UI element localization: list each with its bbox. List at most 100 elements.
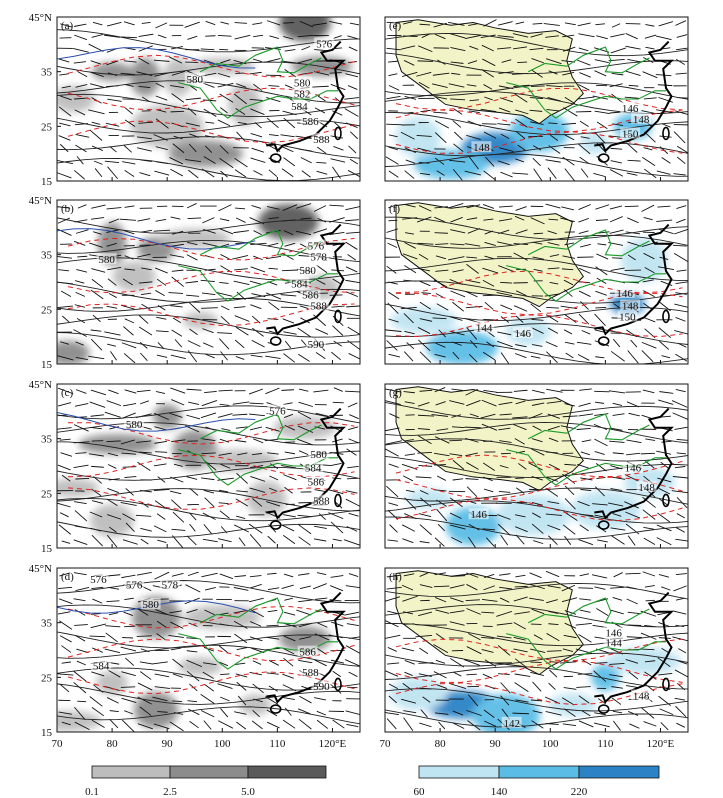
colorbar-label: 2.5 bbox=[163, 786, 177, 798]
shade-cell bbox=[57, 478, 100, 498]
shade-cell bbox=[389, 677, 447, 711]
panel-frame bbox=[384, 199, 689, 365]
x-tick-label: 110 bbox=[597, 738, 614, 750]
tibetan-plateau-mask bbox=[395, 19, 584, 125]
contour-label: 588 bbox=[313, 134, 330, 146]
contour-label: 146 bbox=[622, 103, 639, 115]
x-tick-label: 110 bbox=[269, 738, 286, 750]
colorbar-label: 60 bbox=[414, 786, 426, 798]
shade-cell bbox=[112, 261, 156, 292]
shade-cell bbox=[57, 710, 102, 732]
colorbar-segment bbox=[498, 765, 580, 779]
shade-cell bbox=[509, 111, 569, 152]
contour-label: 576 bbox=[308, 240, 325, 252]
colorbar-right: 60 140 220 bbox=[414, 765, 660, 798]
panel-frame bbox=[56, 383, 361, 549]
panel-label: (e) bbox=[389, 20, 402, 32]
shade-cell bbox=[570, 490, 641, 530]
y-tick-label: 35 bbox=[41, 618, 53, 630]
colorbar-segment bbox=[91, 765, 171, 779]
y-tick-label: 35 bbox=[41, 434, 53, 446]
contour-label: 576 bbox=[126, 579, 143, 591]
shade-cell bbox=[78, 434, 157, 455]
shade-cell bbox=[239, 694, 272, 716]
contour-label: 146 bbox=[470, 509, 487, 521]
y-tick-label: 15 bbox=[41, 359, 53, 371]
contour-label: 150 bbox=[622, 129, 639, 141]
panel-frame bbox=[56, 567, 361, 733]
colorbar-label: 0.1 bbox=[85, 786, 99, 798]
y-tick-label: 15 bbox=[41, 727, 53, 739]
contour-label: 146 bbox=[616, 288, 633, 300]
y-tick-label: 25 bbox=[41, 304, 53, 316]
shade-cell bbox=[129, 57, 161, 97]
shade-cell bbox=[591, 663, 620, 691]
shade-cell bbox=[163, 57, 194, 97]
x-tick-label: 70 bbox=[380, 738, 392, 750]
coastline bbox=[266, 40, 346, 153]
contour-label: 146 bbox=[514, 328, 531, 340]
shade-cell bbox=[182, 311, 219, 329]
shade-cell bbox=[168, 140, 244, 168]
y-tick-label: 35 bbox=[41, 250, 53, 262]
contour-label: 148 bbox=[622, 301, 639, 313]
contour-label: 144 bbox=[476, 322, 493, 334]
panel-g: 146 146 148 (g) bbox=[384, 383, 689, 549]
contour-label: 150 bbox=[619, 312, 636, 324]
shade-cell bbox=[258, 203, 319, 240]
contour-label: 586 bbox=[308, 476, 325, 488]
coastline bbox=[594, 223, 674, 336]
shade-cell bbox=[497, 494, 571, 536]
x-tick-label: 80 bbox=[435, 738, 447, 750]
contour-label: 146 bbox=[625, 463, 642, 475]
y-tick-label: 45°N bbox=[29, 563, 52, 575]
tibetan-plateau-mask bbox=[395, 570, 584, 676]
contour-label: 5?6 bbox=[316, 38, 332, 50]
contour-label: 580 bbox=[142, 599, 159, 611]
x-tick-label: 70 bbox=[52, 738, 64, 750]
contour-label: 580 bbox=[126, 419, 143, 431]
contour-label: 148 bbox=[633, 690, 650, 702]
contour-label: 580 bbox=[310, 449, 327, 461]
contour-label: 586 bbox=[302, 290, 319, 302]
y-tick-label: 15 bbox=[41, 176, 53, 188]
panel-frame bbox=[384, 567, 689, 733]
coastline bbox=[594, 40, 674, 153]
contour-label: 590 bbox=[308, 339, 325, 351]
contour-label: 578 bbox=[310, 251, 327, 263]
contour-label: 148 bbox=[473, 142, 490, 154]
shade-cell bbox=[472, 694, 541, 732]
contour-label: 144 bbox=[605, 637, 622, 649]
panel-label: (a) bbox=[61, 20, 74, 32]
coastline bbox=[594, 407, 674, 520]
colorbar-segment bbox=[169, 765, 249, 779]
contour-label: 584 bbox=[93, 660, 110, 672]
shade-cell bbox=[390, 307, 457, 334]
x-tick-label: 90 bbox=[162, 738, 174, 750]
panel-frame bbox=[56, 16, 361, 182]
contour-label: 580 bbox=[98, 254, 115, 266]
x-tick-label: 100 bbox=[214, 738, 231, 750]
shade-cell bbox=[279, 626, 331, 652]
contour-label: 584 bbox=[291, 279, 308, 291]
x-tick-label: 90 bbox=[490, 738, 502, 750]
contour-label: 576 bbox=[269, 405, 286, 417]
shade-cell bbox=[90, 504, 135, 538]
y-tick-label: 25 bbox=[41, 672, 53, 684]
y-tick-label: 35 bbox=[41, 67, 53, 79]
y-tick-label: 45°N bbox=[29, 379, 52, 391]
x-tick-label: 80 bbox=[107, 738, 119, 750]
contour-label: 588 bbox=[302, 667, 319, 679]
contour-label: 582 bbox=[294, 89, 311, 101]
panel-label: (b) bbox=[61, 203, 74, 215]
panel-frame bbox=[56, 199, 361, 365]
panel-label: (g) bbox=[389, 387, 402, 399]
panel-frame bbox=[384, 16, 689, 182]
